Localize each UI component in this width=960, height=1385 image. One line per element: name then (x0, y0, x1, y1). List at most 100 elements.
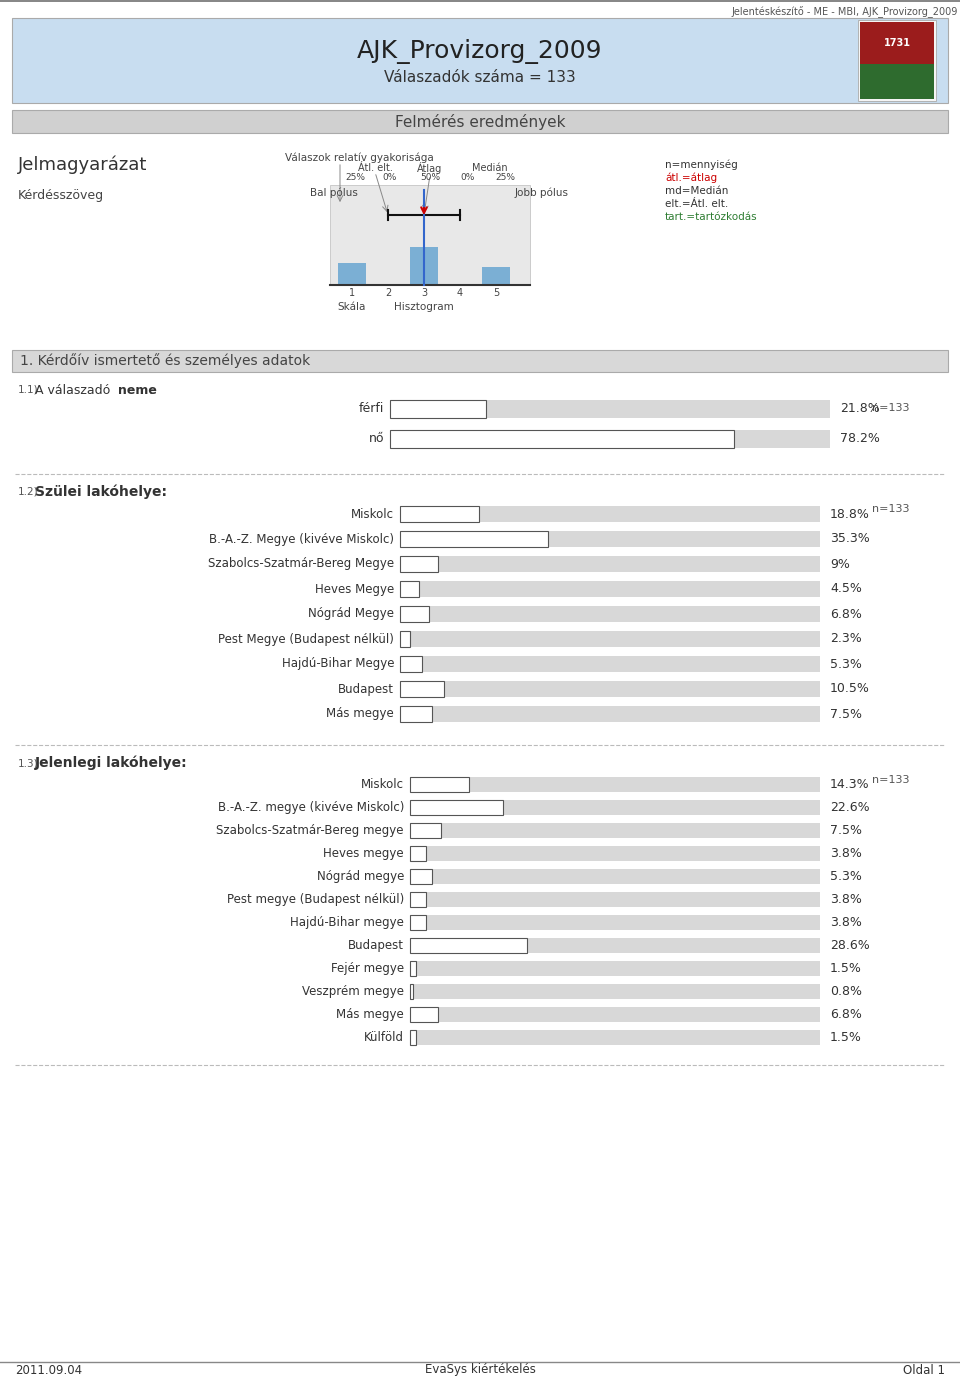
Bar (400, 555, 820, 572)
Bar (860, 64, 934, 98)
Bar (410, 938, 820, 953)
Text: EvaSys kiértékelés: EvaSys kiértékelés (424, 1363, 536, 1377)
Text: Budapest: Budapest (338, 683, 394, 695)
Text: 78.2%: 78.2% (840, 432, 880, 446)
Text: 4.5%: 4.5% (830, 583, 862, 596)
Text: 3.8%: 3.8% (830, 915, 862, 929)
Bar (400, 555, 438, 572)
Text: Más megye: Más megye (336, 1008, 404, 1021)
Text: Átlag: Átlag (418, 162, 443, 175)
Bar (482, 267, 510, 285)
Text: 5.3%: 5.3% (830, 870, 862, 884)
Bar (338, 263, 366, 285)
Bar (400, 632, 410, 647)
Text: 21.8%: 21.8% (840, 403, 879, 416)
Text: 10.5%: 10.5% (830, 683, 870, 695)
Text: 2011.09.04: 2011.09.04 (15, 1363, 83, 1377)
Bar (410, 823, 441, 838)
Bar (410, 1007, 438, 1022)
Text: :: : (148, 384, 153, 396)
Text: 3.8%: 3.8% (830, 848, 862, 860)
Text: Jelmagyarázat: Jelmagyarázat (18, 155, 148, 175)
Text: Pest Megye (Budapest nélkül): Pest Megye (Budapest nélkül) (218, 633, 394, 645)
Text: Heves megye: Heves megye (324, 848, 404, 860)
Bar (410, 777, 468, 792)
Text: Bal pólus: Bal pólus (310, 188, 358, 198)
Text: 5: 5 (492, 288, 499, 298)
Text: 28.6%: 28.6% (830, 939, 870, 951)
Text: AJK_Provizorg_2009: AJK_Provizorg_2009 (357, 40, 603, 65)
Bar (410, 1007, 820, 1022)
Text: 14.3%: 14.3% (830, 778, 870, 791)
Text: elt.=Átl. elt.: elt.=Átl. elt. (665, 199, 729, 209)
Bar (400, 506, 479, 522)
Bar (410, 961, 416, 976)
Text: átl.=átlag: átl.=átlag (665, 173, 717, 183)
Bar (330, 186, 530, 285)
Text: 1.5%: 1.5% (830, 963, 862, 975)
Text: Külföld: Külföld (364, 1030, 404, 1044)
Bar (410, 823, 820, 838)
Bar (400, 706, 431, 722)
Text: Szabolcs-Szatmár-Bereg Megye: Szabolcs-Szatmár-Bereg Megye (208, 558, 394, 571)
Text: Skála: Skála (338, 302, 366, 312)
Bar (400, 506, 820, 522)
Bar (410, 1030, 820, 1046)
Text: n=133: n=133 (872, 504, 909, 514)
Bar (390, 400, 486, 418)
Text: Medián: Medián (472, 163, 508, 173)
Text: Veszprém megye: Veszprém megye (302, 985, 404, 999)
Bar (400, 530, 548, 547)
Text: B.-A.-Z. Megye (kivéve Miskolc): B.-A.-Z. Megye (kivéve Miskolc) (209, 532, 394, 546)
Text: 0%: 0% (461, 173, 475, 183)
Text: 35.3%: 35.3% (830, 532, 870, 546)
Bar (410, 868, 432, 884)
Bar (400, 632, 820, 647)
Text: 1: 1 (348, 288, 355, 298)
Text: 1. Kérdőív ismertető és személyes adatok: 1. Kérdőív ismertető és személyes adatok (20, 353, 310, 368)
Text: Hisztogram: Hisztogram (395, 302, 454, 312)
Text: 4: 4 (457, 288, 463, 298)
Text: n=mennyiség: n=mennyiség (665, 159, 737, 170)
Bar (400, 706, 820, 722)
Text: Hajdú-Bihar Megye: Hajdú-Bihar Megye (281, 658, 394, 670)
Bar (400, 656, 820, 672)
Text: 25%: 25% (495, 173, 515, 183)
Text: nő: nő (369, 432, 384, 446)
Text: 1.2): 1.2) (18, 488, 38, 497)
Bar (410, 983, 413, 999)
Text: Miskolc: Miskolc (351, 507, 394, 521)
Text: Más megye: Más megye (326, 708, 394, 720)
Bar (410, 801, 820, 814)
Text: 0%: 0% (383, 173, 397, 183)
Bar (410, 892, 425, 907)
Text: Kérdésszöveg: Kérdésszöveg (18, 188, 104, 201)
Bar (410, 915, 425, 929)
Bar (410, 846, 425, 861)
Text: Szabolcs-Szatmár-Bereg megye: Szabolcs-Szatmár-Bereg megye (217, 824, 404, 837)
Text: Jelenlegi lakóhelye:: Jelenlegi lakóhelye: (35, 756, 187, 770)
Bar (400, 530, 820, 547)
Bar (410, 1030, 416, 1046)
Text: Jobb pólus: Jobb pólus (515, 188, 569, 198)
Text: Oldal 1: Oldal 1 (903, 1363, 945, 1377)
Bar (400, 656, 422, 672)
Bar (410, 938, 527, 953)
Text: 2: 2 (385, 288, 391, 298)
Text: 1731: 1731 (883, 37, 910, 48)
Text: B.-A.-Z. megye (kivéve Miskolc): B.-A.-Z. megye (kivéve Miskolc) (218, 801, 404, 814)
Text: n=133: n=133 (872, 776, 909, 785)
Text: Nógrád Megye: Nógrád Megye (308, 608, 394, 620)
Bar (860, 22, 934, 64)
Bar (0, 0, 960, 1)
Bar (410, 983, 820, 999)
Text: tart.=tartózkodás: tart.=tartózkodás (665, 212, 757, 222)
Text: 5.3%: 5.3% (830, 658, 862, 670)
Text: 25%: 25% (345, 173, 365, 183)
Text: md=Medián: md=Medián (665, 186, 729, 197)
Bar (858, 19, 936, 101)
Bar (400, 580, 820, 597)
Text: Nógrád megye: Nógrád megye (317, 870, 404, 884)
Bar (410, 247, 438, 285)
Text: Fejér megye: Fejér megye (331, 963, 404, 975)
